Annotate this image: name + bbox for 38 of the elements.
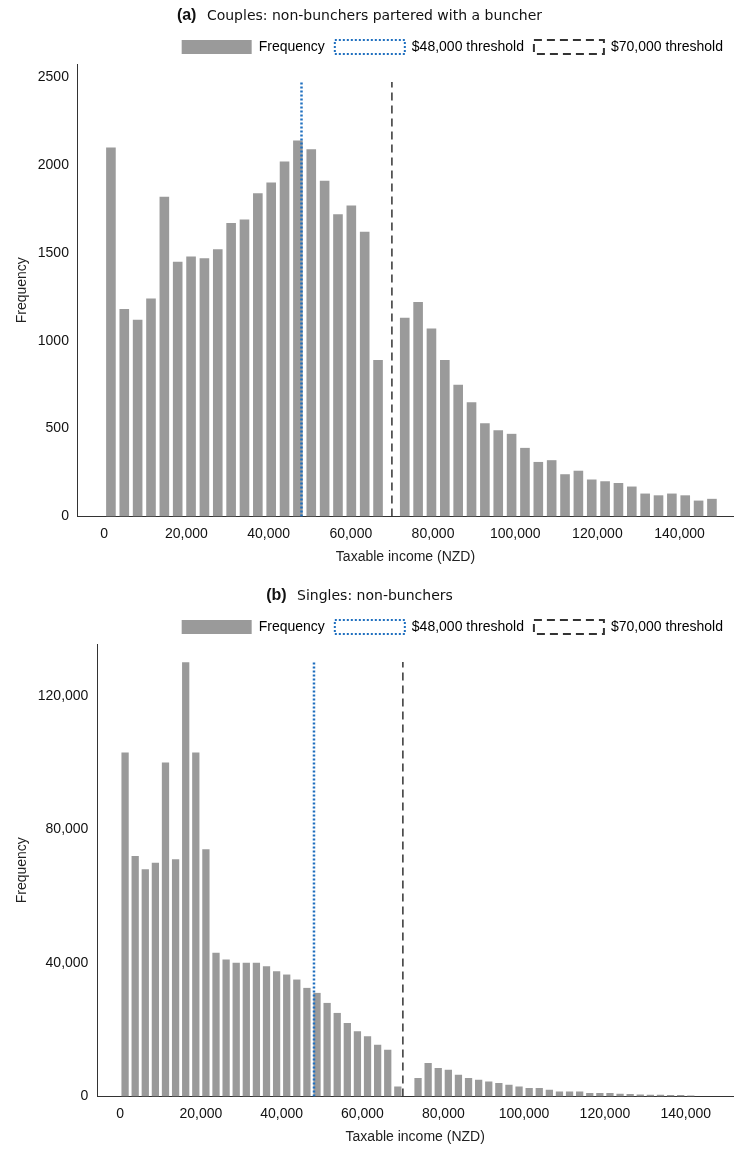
x-tick-label: 80,000 — [411, 524, 455, 541]
legend-label: $48,000 threshold — [411, 37, 524, 54]
legend-label: Frequency — [258, 617, 325, 634]
x-tick-label: 140,000 — [660, 1104, 712, 1121]
y-tick-label: 2000 — [37, 155, 70, 172]
x-tick-label: 120,000 — [572, 524, 623, 541]
x-axis-title: Taxable income (NZD) — [335, 548, 476, 565]
x-tick-label: 100,000 — [489, 524, 541, 541]
legend-label: $70,000 threshold — [610, 617, 723, 634]
y-axis-title: Frequency — [13, 837, 30, 904]
y-tick-label: 0 — [61, 507, 70, 524]
x-tick-label: 140,000 — [654, 524, 706, 541]
y-tick-label: 120,000 — [37, 686, 89, 703]
x-axis-title: Taxable income (NZD) — [345, 1128, 485, 1145]
x-tick-label: 20,000 — [179, 1104, 223, 1121]
x-tick-label: 0 — [116, 1104, 125, 1121]
y-tick-label: 80,000 — [45, 820, 89, 837]
x-tick-label: 80,000 — [421, 1104, 465, 1121]
x-tick-label: 0 — [100, 524, 109, 541]
y-axis-title: Frequency — [13, 257, 30, 324]
x-tick-label: 60,000 — [341, 1104, 385, 1121]
x-tick-label: 100,000 — [498, 1104, 550, 1121]
x-tick-label: 20,000 — [165, 524, 209, 541]
x-tick-label: 40,000 — [247, 524, 291, 541]
x-tick-label: 40,000 — [260, 1104, 304, 1121]
y-tick-label: 1000 — [37, 331, 70, 348]
chart-title: (a) Couples: non-bunchers partered with a buncher — [176, 6, 543, 24]
legend-label: $48,000 threshold — [411, 617, 524, 634]
y-tick-label: 2500 — [37, 68, 70, 85]
legend-label: Frequency — [258, 37, 325, 54]
y-tick-label: 40,000 — [45, 953, 89, 970]
y-tick-label: 0 — [80, 1087, 89, 1104]
x-tick-label: 60,000 — [329, 524, 373, 541]
chart-title: (b) Singles: non-bunchers — [266, 586, 453, 604]
x-tick-label: 120,000 — [579, 1104, 631, 1121]
y-tick-label: 1500 — [37, 243, 70, 260]
y-tick-label: 500 — [45, 419, 70, 436]
legend-label: $70,000 threshold — [610, 37, 723, 54]
